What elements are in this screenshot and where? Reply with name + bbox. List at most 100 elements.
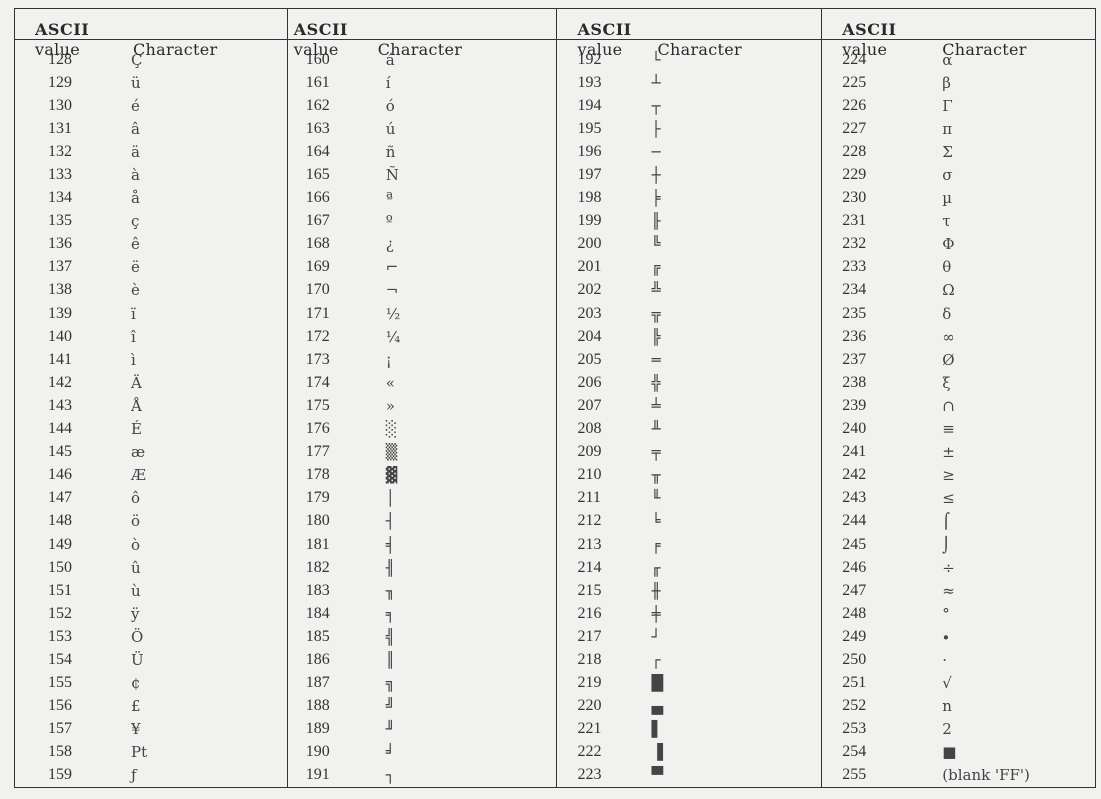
ascii-value: 211 [577,489,601,507]
ascii-value: 228 [842,142,867,160]
ascii-value: 197 [577,166,602,184]
ascii-value: 161 [305,73,330,91]
table-row: 218 ┌ [557,648,821,671]
ascii-character: Pt [131,743,148,762]
ascii-character: ± [942,443,955,462]
ascii-value: 248 [842,604,867,622]
ascii-character: ¬ [385,281,399,300]
ascii-character: ≡ [942,420,955,439]
ascii-value: 181 [305,535,330,553]
table-row: 170 ¬ [288,279,557,302]
table-row: 162 ó [288,94,557,117]
table-row: 158 Pt [15,741,287,764]
ascii-value: 160 [305,50,330,68]
table-row: 135 ç [15,210,287,233]
table-row: 199 ╟ [557,210,821,233]
ascii-character: ╚ [651,235,661,254]
table-row: 130 é [15,94,287,117]
ascii-character: √ [942,674,952,693]
ascii-value: 215 [577,581,602,599]
ascii-value: 143 [48,396,72,414]
ascii-character: ■ [942,743,957,762]
ascii-character: ¿ [385,235,394,254]
ascii-value: 129 [48,73,72,91]
ascii-character: ° [942,604,950,623]
rows-list: 160 á 161 í 162 ó 163 ú 164 ñ 165 Ñ 166 ª 167 º 168 ¿ 169 ⌐… [288,40,557,787]
ascii-character: Ω [942,281,955,300]
ascii-value: 172 [305,327,330,345]
ascii-value: 225 [842,73,867,91]
ascii-value: 201 [577,258,602,276]
table-row: 220 ▄ [557,695,821,718]
table-row: 248 ° [822,602,1095,625]
ascii-character: ì [131,350,136,369]
ascii-character: ÷ [942,558,955,577]
ascii-value: 133 [48,166,72,184]
ascii-value: 152 [48,604,72,622]
table-row: 180 ┤ [288,510,557,533]
table-row: 141 ì [15,348,287,371]
ascii-value: 167 [305,212,330,230]
table-row: 203 ╦ [557,302,821,325]
ascii-value: 218 [577,650,602,668]
ascii-character: ┴ [651,73,661,92]
ascii-character: ─ [651,142,661,161]
ascii-character: ÿ [131,604,140,623]
ascii-value: 187 [305,674,330,692]
ascii-character: â [131,119,140,138]
ascii-character: ≤ [942,489,955,508]
table-row: 230 µ [822,187,1095,210]
ascii-value: 165 [305,166,330,184]
table-row: 147 ô [15,487,287,510]
table-row: 175 » [288,394,557,417]
ascii-value: 241 [842,443,867,461]
ascii-character: ╛ [385,743,395,762]
table-row: 210 ╥ [557,464,821,487]
ascii-character: ┘ [651,627,661,646]
table-row: 132 ä [15,140,287,163]
ascii-value: 237 [842,350,867,368]
table-row: 139 ï [15,302,287,325]
ascii-value: 246 [842,558,867,576]
ascii-character: å [131,189,140,208]
table-row: 232 Φ [822,233,1095,256]
ascii-character: σ [942,166,953,185]
ascii-character: └ [651,50,661,69]
ascii-character: ü [131,73,141,92]
ascii-character: ¼ [385,327,401,346]
ascii-character: ö [131,512,141,531]
ascii-character: ╣ [385,627,395,646]
table-row: 152 ÿ [15,602,287,625]
ascii-value: 209 [577,443,602,461]
table-row: 243 ≤ [822,487,1095,510]
table-row: 245 ⌡ [822,533,1095,556]
ascii-value: 206 [577,373,602,391]
ascii-value: 207 [577,396,602,414]
ascii-value: 185 [305,627,330,645]
table-row: 222 ▐ [557,741,821,764]
ascii-character: ╦ [651,304,661,323]
ascii-value: 140 [48,327,72,345]
ascii-character: · [942,650,948,669]
ascii-character: ╘ [651,512,661,531]
ascii-character: δ [942,304,952,323]
ascii-value: 234 [842,281,867,299]
table-row: 150 û [15,556,287,579]
ascii-character: ¥ [131,720,141,739]
table-row: 178 ▓ [288,464,557,487]
ascii-character: n [942,697,952,716]
ascii-character: ╠ [651,327,661,346]
table-row: 145 æ [15,441,287,464]
table-row: 212 ╘ [557,510,821,533]
ascii-value: 145 [48,443,72,461]
ascii-character: Ø [942,350,955,369]
table-row: 219 █ [557,672,821,695]
table-row: 190 ╛ [288,741,557,764]
ascii-value: 198 [577,189,602,207]
table-row: 183 ╖ [288,579,557,602]
ascii-value: 219 [577,674,602,692]
table-row: 164 ñ [288,140,557,163]
ascii-table: ASCII value Character 128 Ç 129 ü 130 é 131 â 13… [14,8,1096,788]
ascii-character: ┼ [651,166,661,185]
table-row: 157 ¥ [15,718,287,741]
